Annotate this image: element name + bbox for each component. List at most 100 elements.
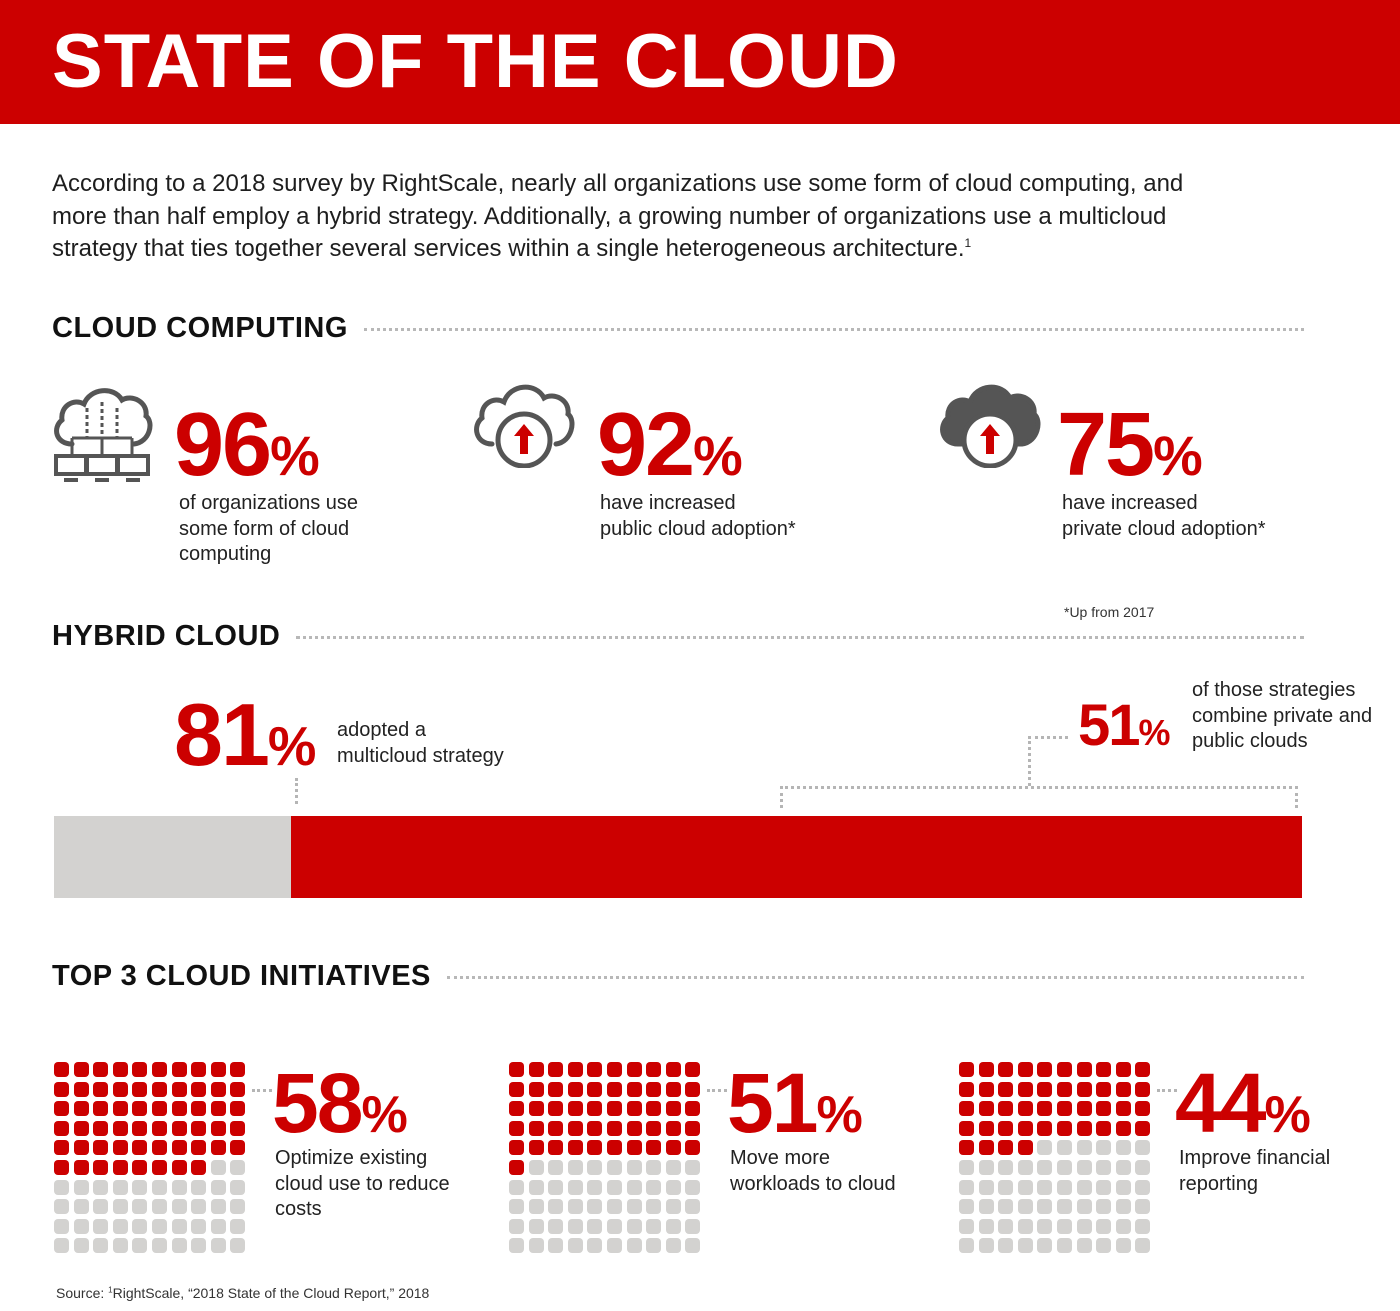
hybrid-bar-multicloud	[291, 816, 1302, 898]
stat-96-desc-line: computing	[179, 543, 272, 565]
empty-dot	[73, 1238, 89, 1254]
empty-dot	[230, 1199, 246, 1215]
filled-dot	[626, 1062, 642, 1077]
filled-dot	[112, 1081, 128, 1097]
filled-dot	[1076, 1120, 1092, 1136]
stat-92-unit: %	[693, 424, 743, 487]
multicloud-81-description: adopted a multicloud strategy	[337, 718, 504, 769]
empty-dot	[54, 1179, 69, 1195]
filled-dot	[685, 1081, 701, 1097]
empty-dot	[998, 1238, 1014, 1254]
empty-dot	[1076, 1199, 1092, 1215]
filled-dot	[567, 1140, 583, 1156]
filled-dot	[509, 1062, 524, 1077]
empty-dot	[54, 1238, 69, 1254]
filled-dot	[626, 1081, 642, 1097]
empty-dot	[1096, 1140, 1112, 1156]
stat-96-desc-line: of organizations use	[179, 492, 359, 514]
filled-dot	[93, 1101, 109, 1117]
filled-dot	[151, 1159, 167, 1175]
filled-dot	[567, 1081, 583, 1097]
filled-dot	[1017, 1120, 1033, 1136]
filled-dot	[1115, 1081, 1131, 1097]
empty-dot	[1135, 1199, 1151, 1215]
empty-dot	[509, 1199, 524, 1215]
filled-dot	[230, 1062, 246, 1077]
empty-dot	[73, 1179, 89, 1195]
empty-dot	[626, 1218, 642, 1234]
empty-dot	[132, 1218, 148, 1234]
empty-dot	[112, 1218, 128, 1234]
empty-dot	[1037, 1159, 1053, 1175]
initiative-44-value: 44%	[1175, 1060, 1311, 1158]
filled-dot	[230, 1120, 246, 1136]
empty-dot	[1115, 1159, 1131, 1175]
empty-dot	[171, 1179, 187, 1195]
filled-dot	[1096, 1062, 1112, 1077]
empty-dot	[54, 1218, 69, 1234]
empty-dot	[1076, 1218, 1092, 1234]
empty-dot	[1135, 1159, 1151, 1175]
empty-dot	[509, 1179, 524, 1195]
empty-dot	[210, 1238, 226, 1254]
empty-dot	[1056, 1238, 1072, 1254]
filled-dot	[171, 1101, 187, 1117]
empty-dot	[1135, 1140, 1151, 1156]
initiative-connector	[707, 1089, 727, 1092]
empty-dot	[626, 1199, 642, 1215]
filled-dot	[606, 1062, 622, 1077]
stat-92-number: 92	[597, 395, 695, 495]
empty-dot	[548, 1179, 564, 1195]
empty-dot	[171, 1218, 187, 1234]
empty-dot	[191, 1199, 207, 1215]
empty-dot	[959, 1238, 974, 1254]
empty-dot	[959, 1218, 974, 1234]
multicloud-81-value: 81%	[174, 690, 316, 792]
filled-dot	[112, 1140, 128, 1156]
stat-92-desc-line: have increased	[600, 492, 736, 514]
empty-dot	[1056, 1159, 1072, 1175]
stat-96-desc-line: some form of cloud	[179, 517, 350, 540]
empty-dot	[1017, 1199, 1033, 1215]
filled-dot	[54, 1101, 69, 1117]
initiative-58-value: 58%	[272, 1060, 408, 1158]
filled-dot	[587, 1120, 603, 1136]
up-from-2017-footnote: *Up from 2017	[1064, 604, 1155, 620]
filled-dot	[1135, 1120, 1151, 1136]
empty-dot	[230, 1179, 246, 1195]
empty-dot	[998, 1218, 1014, 1234]
empty-dot	[1037, 1140, 1053, 1156]
filled-dot	[191, 1159, 207, 1175]
multicloud-connector	[295, 778, 298, 804]
filled-dot	[665, 1101, 681, 1117]
hybrid-bracket-connector	[780, 786, 1298, 808]
initiatives-heading-label: TOP 3 CLOUD INITIATIVES	[52, 960, 431, 992]
stat-75-description: have increased private cloud adoption*	[1062, 491, 1265, 542]
empty-dot	[210, 1179, 226, 1195]
filled-dot	[171, 1120, 187, 1136]
filled-dot	[73, 1140, 89, 1156]
empty-dot	[685, 1218, 701, 1234]
empty-dot	[548, 1199, 564, 1215]
intro-line-2: more than half employ a hybrid strategy.…	[52, 202, 1167, 230]
filled-dot	[93, 1159, 109, 1175]
filled-dot	[191, 1101, 207, 1117]
filled-dot	[626, 1120, 642, 1136]
empty-dot	[959, 1199, 974, 1215]
empty-dot	[1135, 1179, 1151, 1195]
empty-dot	[509, 1218, 524, 1234]
empty-dot	[1017, 1238, 1033, 1254]
empty-dot	[151, 1199, 167, 1215]
empty-dot	[1135, 1238, 1151, 1254]
empty-dot	[112, 1199, 128, 1215]
stat-75-number: 75	[1057, 395, 1155, 495]
filled-dot	[151, 1101, 167, 1117]
empty-dot	[1115, 1218, 1131, 1234]
empty-dot	[1096, 1179, 1112, 1195]
empty-dot	[685, 1238, 701, 1254]
empty-dot	[171, 1238, 187, 1254]
empty-dot	[1115, 1140, 1131, 1156]
filled-dot	[646, 1062, 662, 1077]
empty-dot	[73, 1218, 89, 1234]
stat-92-value: 92%	[597, 400, 743, 501]
